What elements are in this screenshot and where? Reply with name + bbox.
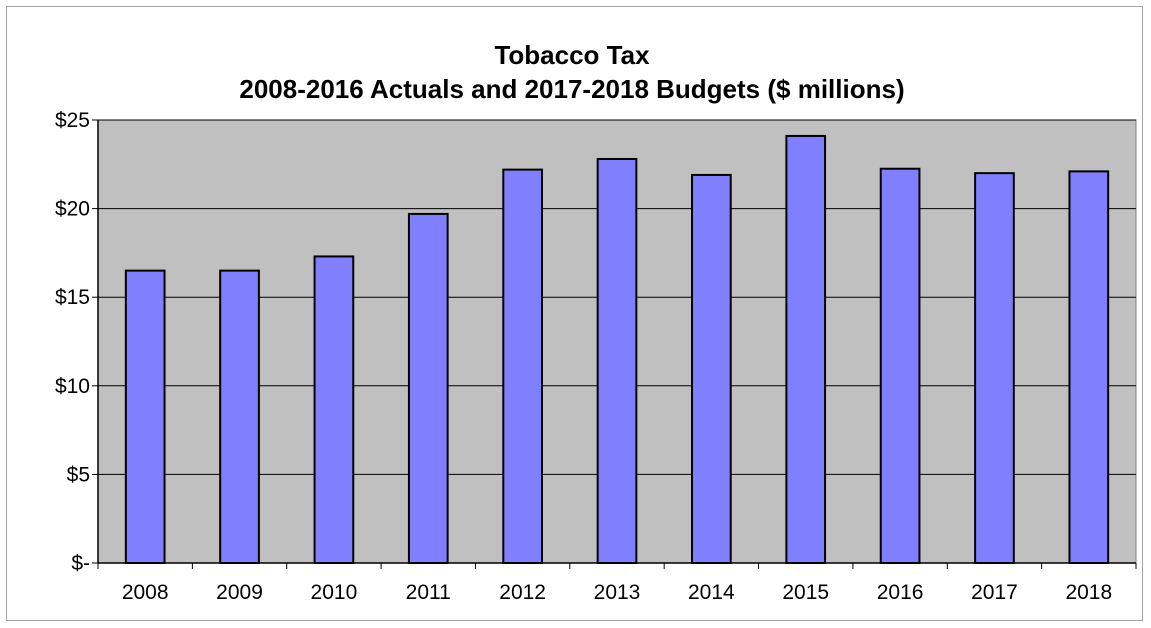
x-tick-label: 2015 [782, 581, 829, 604]
x-tick-label: 2016 [877, 581, 924, 604]
x-tick-label: 2009 [216, 581, 263, 604]
chart-subtitle: 2008-2016 Actuals and 2017-2018 Budgets … [239, 74, 904, 104]
chart-frame: Tobacco Tax 2008-2016 Actuals and 2017-2… [6, 6, 1143, 621]
bar-2013 [596, 157, 638, 564]
bar-2015 [785, 134, 827, 564]
bar-2009 [219, 269, 260, 564]
bar-chart: Tobacco Tax 2008-2016 Actuals and 2017-2… [55, 40, 1137, 604]
y-tick-label: $5 [67, 463, 90, 486]
x-tick-label: 2013 [594, 581, 641, 604]
y-tick-label: $10 [55, 375, 90, 398]
x-tick-label: 2010 [311, 581, 358, 604]
bar-2010 [313, 255, 355, 564]
bar-2008 [124, 269, 166, 564]
x-tick-label: 2014 [688, 581, 735, 604]
x-tick-label: 2012 [499, 581, 546, 604]
bar-2012 [502, 168, 543, 564]
bar-2018 [1068, 170, 1110, 564]
x-tick-label: 2017 [971, 581, 1018, 604]
y-tick-label: $15 [55, 286, 90, 309]
bar-2014 [691, 173, 732, 564]
chart-title: Tobacco Tax [494, 40, 650, 70]
bar-2017 [974, 172, 1015, 564]
plot-area: $- $5 $10 $15 $20 $25 2008 2009 2010 2011 2012 2013… [55, 109, 1137, 604]
y-tick-label: $- [71, 552, 90, 575]
x-tick-label: 2008 [122, 581, 169, 604]
y-tick-label: $20 [55, 198, 90, 221]
x-tick-label: 2011 [406, 581, 451, 604]
y-tick-label: $25 [55, 109, 90, 132]
bar-2016 [879, 167, 921, 564]
x-tick-label: 2018 [1065, 581, 1112, 604]
bar-2011 [407, 212, 449, 565]
